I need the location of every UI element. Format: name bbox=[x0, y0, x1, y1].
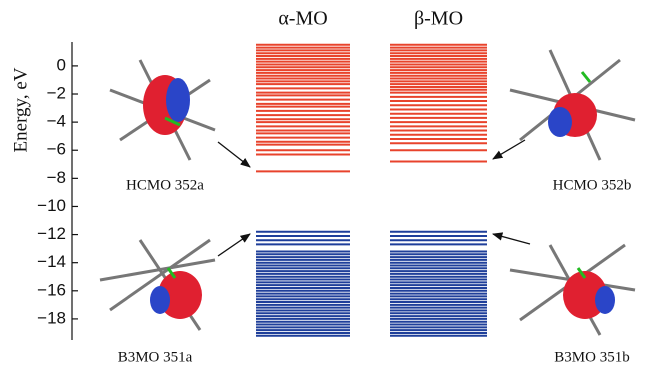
y-tick-label: −12 bbox=[37, 224, 66, 243]
column-header: β-MO bbox=[414, 8, 463, 30]
page: {"chart_data": {"type": "levels", "y_lab… bbox=[0, 0, 660, 374]
annotation: HCMO 352b bbox=[553, 177, 632, 193]
y-tick-label: −2 bbox=[47, 83, 66, 102]
molecule-homo-b bbox=[510, 245, 635, 335]
annotation: HCMO 352a bbox=[126, 177, 204, 193]
annotation: B3MO 351b bbox=[554, 349, 629, 365]
y-tick-label: 0 bbox=[57, 55, 66, 74]
y-tick-label: −14 bbox=[37, 252, 66, 271]
arrow bbox=[493, 234, 530, 244]
y-tick-label: −6 bbox=[47, 140, 66, 159]
y-tick-label: −10 bbox=[37, 196, 66, 215]
chart: Energy, eV HCMO 352a HCMO 352b B3MO 351a… bbox=[0, 0, 660, 374]
arrow bbox=[493, 140, 525, 159]
y-tick-label: −8 bbox=[47, 168, 66, 187]
y-tick-label: −16 bbox=[37, 280, 66, 299]
y-tick-label: −4 bbox=[47, 112, 66, 131]
y-axis-label: Energy, eV bbox=[10, 67, 31, 152]
column-header: α-MO bbox=[278, 8, 327, 30]
arrow bbox=[218, 142, 250, 167]
molecule-lumo-b bbox=[510, 50, 635, 160]
y-tick-label: −18 bbox=[37, 308, 66, 327]
molecule-homo-a bbox=[100, 240, 215, 330]
annotation: B3MO 351a bbox=[118, 349, 193, 365]
arrow bbox=[218, 234, 250, 256]
molecule-lumo-a bbox=[110, 60, 215, 160]
